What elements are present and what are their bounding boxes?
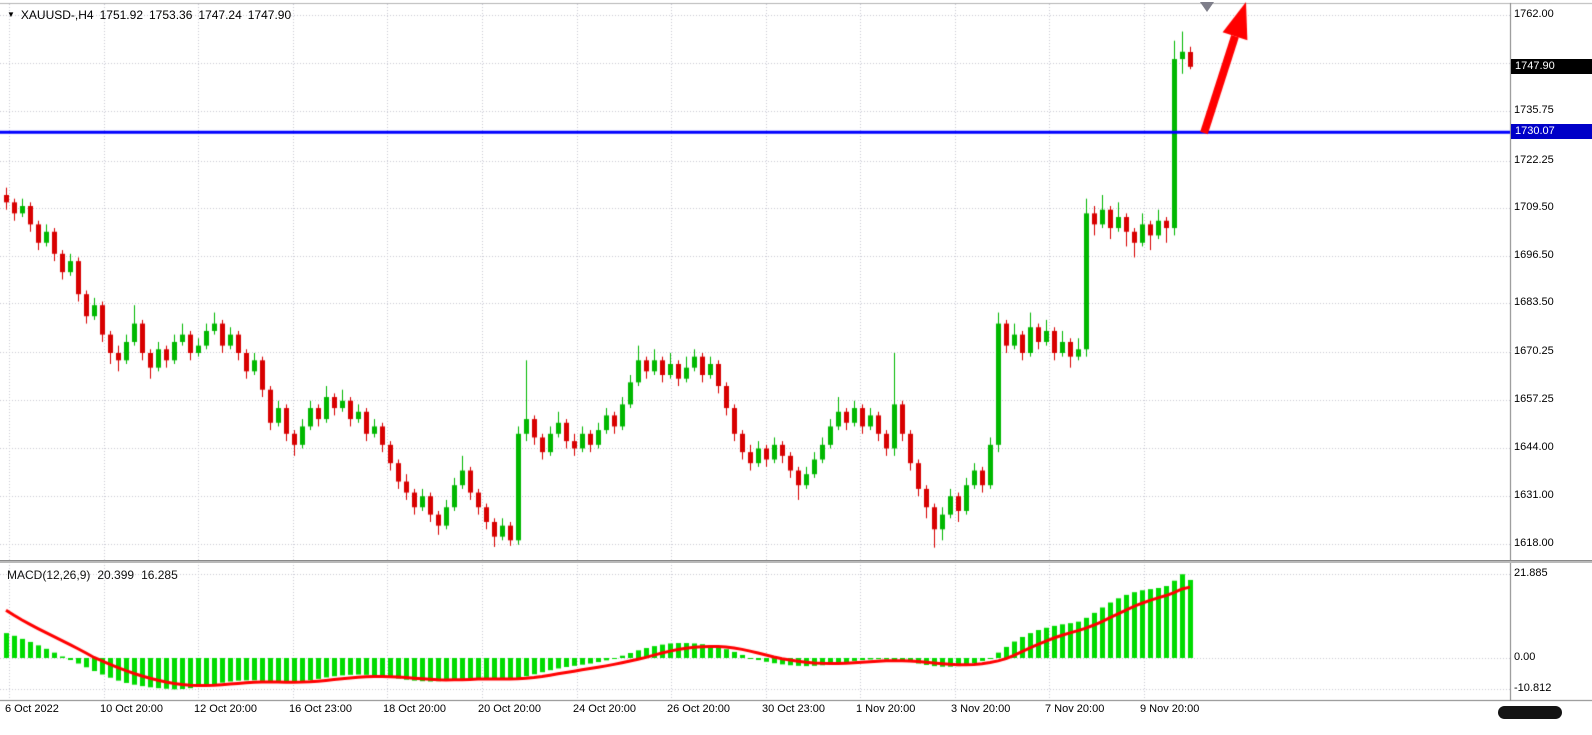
time-tick-label: 24 Oct 20:00 bbox=[573, 703, 636, 715]
open-value: 1751.92 bbox=[99, 8, 143, 22]
current-price-badge: 1747.90 bbox=[1511, 59, 1592, 74]
price-tick-label: 1696.50 bbox=[1514, 249, 1554, 261]
price-tick-label: 1670.25 bbox=[1514, 345, 1554, 357]
macd-tick-label: 0.00 bbox=[1514, 651, 1536, 663]
low-value: 1747.24 bbox=[198, 8, 242, 22]
time-tick-label: 18 Oct 20:00 bbox=[383, 703, 446, 715]
price-tick-label: 1657.25 bbox=[1514, 393, 1554, 405]
price-tick-label: 1618.00 bbox=[1514, 537, 1554, 549]
time-tick-label: 1 Nov 20:00 bbox=[856, 703, 916, 715]
close-value: 1747.90 bbox=[247, 8, 292, 22]
time-tick-label: 12 Oct 20:00 bbox=[194, 703, 257, 715]
price-tick-label: 1709.50 bbox=[1514, 201, 1554, 213]
price-tick-label: 1644.00 bbox=[1514, 441, 1554, 453]
chart-header: ▼ XAUUSD-,H4 1751.92 1753.36 1747.24 174… bbox=[7, 8, 291, 22]
price-tick-label: 1722.25 bbox=[1514, 154, 1554, 166]
price-tick-label: 1762.00 bbox=[1514, 8, 1554, 20]
price-tick-label: 1683.50 bbox=[1514, 296, 1554, 308]
chart-menu-arrow-icon[interactable]: ▼ bbox=[7, 10, 15, 19]
symbol-period-label: XAUUSD-,H4 bbox=[20, 8, 94, 22]
macd-tick-label: 21.885 bbox=[1514, 567, 1548, 579]
macd-header: MACD(12,26,9) 20.399 16.285 bbox=[7, 568, 178, 582]
macd-indicator-label: MACD(12,26,9) bbox=[7, 568, 91, 582]
time-tick-label: 10 Oct 20:00 bbox=[100, 703, 163, 715]
panel-separator[interactable] bbox=[0, 560, 1592, 563]
time-tick-label: 20 Oct 20:00 bbox=[478, 703, 541, 715]
price-tick-label: 1735.75 bbox=[1514, 104, 1554, 116]
macd-signal-value: 16.285 bbox=[141, 568, 178, 582]
horizontal-scrollbar-thumb[interactable] bbox=[1498, 706, 1562, 719]
hline-price-badge: 1730.07 bbox=[1511, 124, 1592, 139]
high-value: 1753.36 bbox=[149, 8, 193, 22]
chart-shift-marker-icon[interactable] bbox=[1200, 2, 1214, 12]
time-tick-label: 3 Nov 20:00 bbox=[951, 703, 1011, 715]
macd-tick-label: -10.812 bbox=[1514, 682, 1552, 694]
time-tick-label: 30 Oct 23:00 bbox=[762, 703, 825, 715]
time-tick-label: 26 Oct 20:00 bbox=[667, 703, 730, 715]
price-tick-label: 1631.00 bbox=[1514, 489, 1554, 501]
macd-main-value: 20.399 bbox=[97, 568, 135, 582]
time-tick-label: 9 Nov 20:00 bbox=[1140, 703, 1200, 715]
time-tick-label: 7 Nov 20:00 bbox=[1045, 703, 1105, 715]
time-tick-label: 16 Oct 23:00 bbox=[289, 703, 352, 715]
time-tick-label: 6 Oct 2022 bbox=[5, 703, 59, 715]
